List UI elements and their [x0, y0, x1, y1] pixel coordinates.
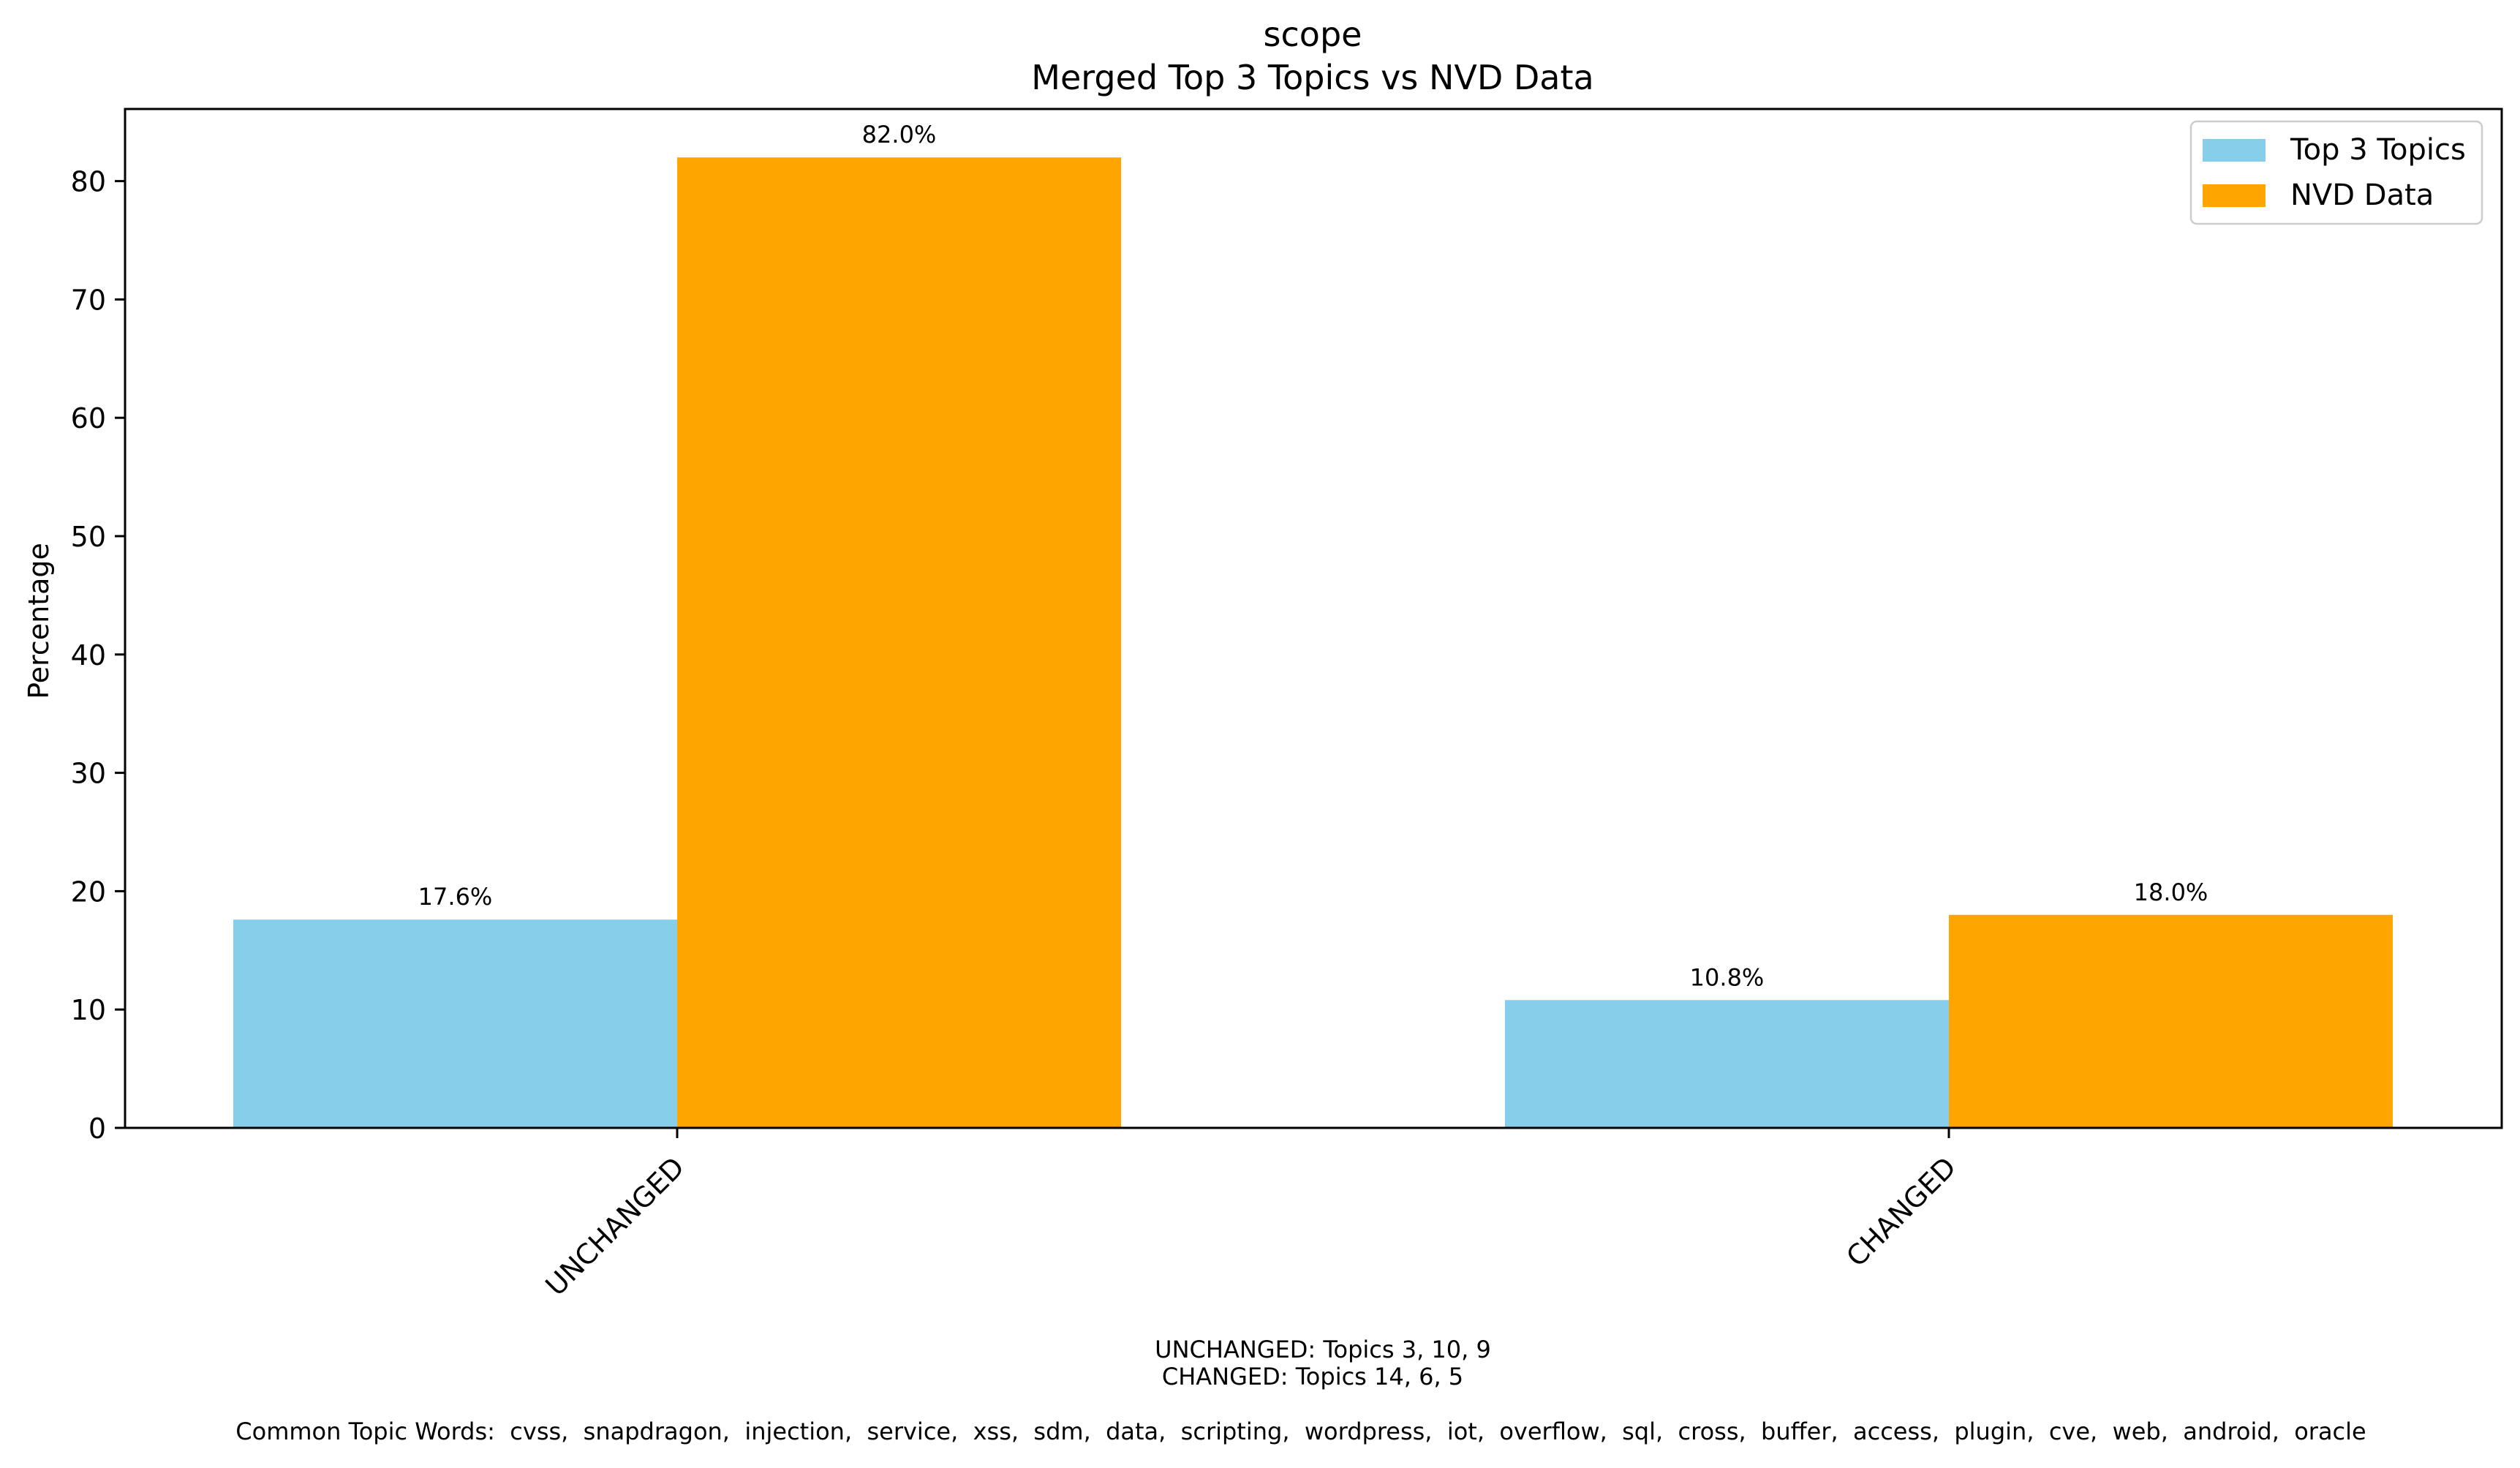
- legend-label-top-3-topics: Top 3 Topics: [2290, 133, 2466, 167]
- y-tick-label-60: 60: [71, 402, 106, 434]
- bar-value-labels: 17.6% 10.8% 82.0% 18.0%: [418, 121, 2208, 991]
- topics-changed-note: CHANGED: Topics 14, 6, 5: [1162, 1363, 1463, 1390]
- y-tick-label-20: 20: [71, 876, 106, 908]
- y-tick-label-10: 10: [71, 994, 106, 1026]
- y-tick-label-0: 0: [88, 1113, 106, 1145]
- legend-label-nvd-data: NVD Data: [2290, 178, 2434, 212]
- y-axis-ticks: 0 10 20 30 40 50 60 70 80: [71, 166, 125, 1145]
- legend-swatch-top-3-topics: [2203, 139, 2266, 162]
- y-tick-label-40: 40: [71, 639, 106, 671]
- topics-unchanged-note: UNCHANGED: Topics 3, 10, 9: [1155, 1336, 1491, 1363]
- common-topic-words: Common Topic Words: cvss, snapdragon, in…: [235, 1418, 2366, 1445]
- y-axis-label: Percentage: [23, 543, 55, 699]
- bar-label-top-3-topics-unchanged: 17.6%: [418, 883, 493, 911]
- chart-title-line2: Merged Top 3 Topics vs NVD Data: [1031, 58, 1593, 97]
- legend: Top 3 Topics NVD Data: [2189, 120, 2483, 225]
- bar-top-3-topics-changed: [1505, 1000, 1949, 1128]
- y-tick-label-70: 70: [71, 284, 106, 316]
- y-tick-label-30: 30: [71, 758, 106, 790]
- y-tick-label-80: 80: [71, 166, 106, 198]
- chart-title-line1: scope: [1264, 15, 1362, 54]
- bar-label-top-3-topics-changed: 10.8%: [1690, 963, 1765, 991]
- bar-label-nvd-data-unchanged: 82.0%: [862, 121, 937, 148]
- y-tick-label-50: 50: [71, 521, 106, 553]
- plot-frame: [124, 108, 2503, 1129]
- bar-nvd-data-unchanged: [677, 157, 1121, 1129]
- legend-swatch-nvd-data: [2203, 184, 2266, 207]
- bar-nvd-data-changed: [1949, 914, 2393, 1128]
- bar-label-nvd-data-changed: 18.0%: [2134, 878, 2208, 906]
- bars: [233, 157, 2393, 1129]
- bar-top-3-topics-unchanged: [233, 919, 677, 1128]
